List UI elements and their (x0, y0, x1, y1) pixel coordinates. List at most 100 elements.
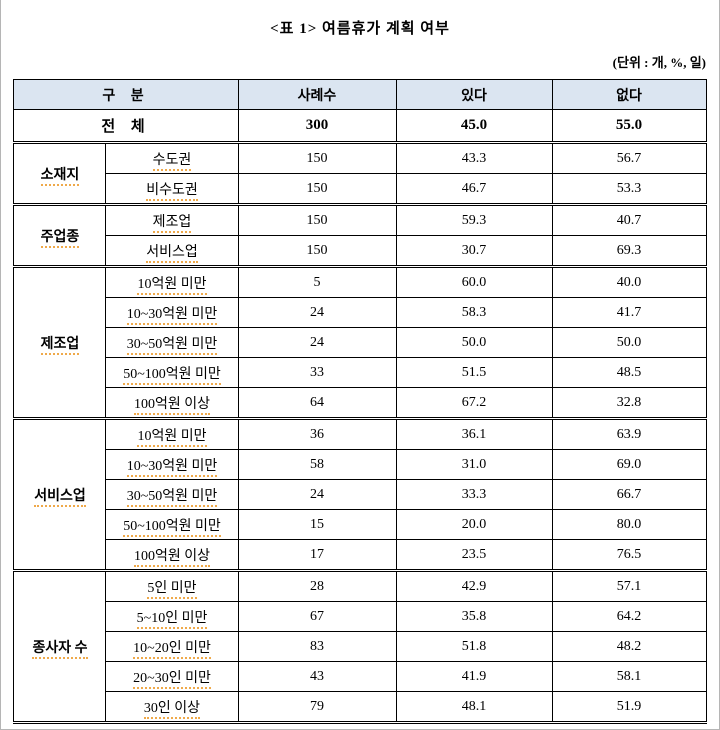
table-row: 서비스업 150 30.7 69.3 (14, 235, 707, 267)
row-label-text: 10~30억원 미만 (126, 458, 218, 477)
row-label: 50~100억원 미만 (105, 357, 239, 388)
no-cell: 40.0 (551, 265, 707, 298)
row-label-text: 30~50억원 미만 (126, 488, 218, 507)
yes-cell: 60.0 (395, 265, 553, 298)
header-category: 구 분 (13, 79, 239, 110)
cases-cell: 150 (237, 203, 397, 236)
group-label: 주업종 (13, 203, 107, 267)
table-row: 5~10인 미만 67 35.8 64.2 (14, 601, 707, 632)
row-label: 서비스업 (105, 235, 239, 267)
group-label-text: 주업종 (40, 229, 80, 248)
no-cell: 57.1 (551, 569, 707, 602)
row-label-text: 수도권 (152, 152, 192, 171)
cases-cell: 58 (237, 449, 397, 480)
no-cell: 66.7 (551, 479, 707, 510)
yes-cell: 31.0 (395, 449, 553, 480)
group-label-text: 소재지 (40, 167, 80, 186)
no-cell: 48.2 (551, 631, 707, 662)
group-label: 소재지 (13, 141, 107, 205)
row-label-text: 10억원 미만 (137, 428, 207, 447)
row-label: 100억원 이상 (105, 539, 239, 571)
row-label: 100억원 이상 (105, 387, 239, 419)
table-row: 10~30억원 미만 24 58.3 41.7 (14, 297, 707, 328)
row-label-text: 5~10인 미만 (136, 610, 208, 629)
row-label-text: 30~50억원 미만 (126, 336, 218, 355)
total-label: 전 체 (13, 109, 239, 144)
no-cell: 32.8 (551, 387, 707, 419)
yes-cell: 51.5 (395, 357, 553, 388)
table-row: 종사자 수 5인 미만 28 42.9 57.1 (13, 569, 707, 723)
cases-cell: 24 (237, 327, 397, 358)
row-label-text: 50~100억원 미만 (123, 518, 221, 537)
no-cell: 69.0 (551, 449, 707, 480)
table-body: 전 체 300 45.0 55.0 소재지 수도권 150 43.3 56.7 비수도권 1… (13, 109, 707, 723)
row-label-text: 10~30억원 미만 (126, 306, 218, 325)
table-title: <표 1> 여름휴가 계획 여부 (270, 21, 450, 37)
table-row: 20~30인 미만 43 41.9 58.1 (14, 661, 707, 692)
cases-cell: 43 (237, 661, 397, 692)
yes-cell: 51.8 (395, 631, 553, 662)
row-label: 10~30억원 미만 (105, 449, 239, 480)
cases-cell: 24 (237, 479, 397, 510)
no-cell: 41.7 (551, 297, 707, 328)
table-row: 주업종 제조업 150 59.3 40.7 (13, 203, 707, 267)
unit-note: (단위 : 개, %, 일) (612, 55, 706, 70)
total-row: 전 체 300 45.0 55.0 (13, 109, 707, 144)
row-label: 제조업 (105, 203, 239, 236)
table-row: 30인 이상 79 48.1 51.9 (14, 691, 707, 723)
table-row: 30~50억원 미만 24 33.3 66.7 (14, 479, 707, 510)
row-label: 10억원 미만 (105, 417, 239, 450)
row-label-text: 제조업 (152, 214, 192, 233)
cases-cell: 79 (237, 691, 397, 723)
row-label: 5~10인 미만 (105, 601, 239, 632)
table-row: 제조업 10억원 미만 5 60.0 40.0 (13, 265, 707, 419)
cases-cell: 33 (237, 357, 397, 388)
no-cell: 63.9 (551, 417, 707, 450)
no-cell: 56.7 (551, 141, 707, 174)
row-label-text: 10억원 미만 (137, 276, 207, 295)
row-label: 30~50억원 미만 (105, 479, 239, 510)
no-cell: 40.7 (551, 203, 707, 236)
no-cell: 53.3 (551, 173, 707, 205)
group-label: 서비스업 (13, 417, 107, 571)
header-no: 없다 (551, 79, 707, 110)
cases-cell: 64 (237, 387, 397, 419)
table-row: 서비스업 10억원 미만 36 36.1 63.9 (13, 417, 707, 571)
cases-cell: 17 (237, 539, 397, 571)
table-row: 30~50억원 미만 24 50.0 50.0 (14, 327, 707, 358)
cases-cell: 150 (237, 235, 397, 267)
yes-cell: 33.3 (395, 479, 553, 510)
summer-vacation-table: 구 분 사례수 있다 없다 전 체 300 45.0 55.0 소재지 수도권 15… (13, 79, 707, 724)
table-row: 10~30억원 미만 58 31.0 69.0 (14, 449, 707, 480)
row-label-text: 100억원 이상 (133, 396, 210, 415)
cases-cell: 15 (237, 509, 397, 540)
row-label-text: 50~100억원 미만 (123, 366, 221, 385)
yes-cell: 59.3 (395, 203, 553, 236)
row-label: 50~100억원 미만 (105, 509, 239, 540)
table-row: 소재지 수도권 150 43.3 56.7 (13, 141, 707, 205)
yes-cell: 30.7 (395, 235, 553, 267)
row-label-text: 10~20인 미만 (133, 640, 211, 659)
row-label: 20~30인 미만 (105, 661, 239, 692)
row-label: 10~20인 미만 (105, 631, 239, 662)
row-label-text: 5인 미만 (147, 580, 197, 599)
yes-cell: 43.3 (395, 141, 553, 174)
row-label: 10억원 미만 (105, 265, 239, 298)
table-row: 100억원 이상 17 23.5 76.5 (14, 539, 707, 571)
table-row: 50~100억원 미만 15 20.0 80.0 (14, 509, 707, 540)
yes-cell: 36.1 (395, 417, 553, 450)
cases-cell: 36 (237, 417, 397, 450)
yes-cell: 42.9 (395, 569, 553, 602)
no-cell: 50.0 (551, 327, 707, 358)
yes-cell: 20.0 (395, 509, 553, 540)
cases-cell: 150 (237, 141, 397, 174)
cases-cell: 83 (237, 631, 397, 662)
header-cases: 사례수 (237, 79, 397, 110)
cases-cell: 28 (237, 569, 397, 602)
row-label-text: 100억원 이상 (133, 548, 210, 567)
header-yes: 있다 (395, 79, 553, 110)
no-cell: 48.5 (551, 357, 707, 388)
group-label: 종사자 수 (13, 569, 107, 723)
group-label: 제조업 (13, 265, 107, 419)
